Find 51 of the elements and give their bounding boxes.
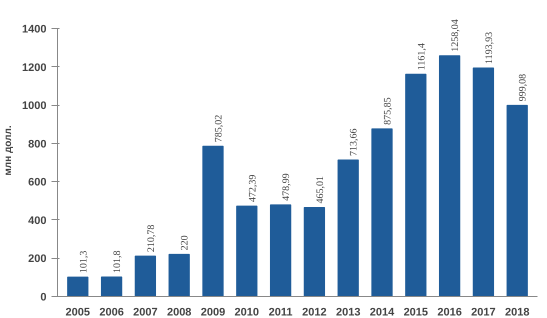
bar (134, 256, 156, 296)
data-label: 101,3 (78, 250, 90, 274)
y-tick-label: 1000 (22, 100, 47, 112)
x-tick-label: 2008 (166, 306, 192, 318)
bar (67, 276, 88, 296)
x-tick-label: 2014 (370, 306, 396, 318)
y-tick-label: 600 (28, 176, 47, 189)
bar (338, 159, 359, 296)
bar (506, 104, 528, 296)
data-label: 999,08 (518, 74, 529, 102)
data-label: 101,8 (112, 250, 124, 274)
x-tick-label: 2005 (66, 306, 90, 318)
y-tick-label: 400 (28, 214, 47, 227)
bar (304, 207, 326, 296)
bar (405, 74, 426, 296)
bar (202, 146, 224, 296)
bar (236, 206, 258, 296)
bar (100, 276, 122, 296)
x-tick-label: 2012 (302, 306, 327, 318)
bar (270, 204, 292, 296)
y-tick-label: 1200 (22, 62, 47, 74)
x-tick-label: 2017 (471, 306, 496, 318)
y-axis-title: млн долл. (3, 125, 14, 176)
x-tick-label: 2018 (504, 306, 530, 318)
bar (438, 55, 460, 296)
x-tick-label: 2016 (437, 306, 462, 318)
data-label: 1193,93 (484, 32, 495, 64)
data-label: 1161,4 (416, 43, 428, 70)
x-tick-label: 2013 (336, 306, 360, 318)
y-tick-label: 1400 (22, 24, 47, 36)
data-label: 875,85 (382, 97, 394, 125)
bar (472, 68, 494, 296)
x-tick-label: 2007 (133, 306, 158, 318)
x-tick-label: 2009 (200, 306, 226, 318)
y-tick-label: 200 (28, 253, 47, 266)
y-tick-label: 800 (28, 138, 47, 150)
y-tick-label: 0 (40, 292, 47, 304)
data-label: 478,99 (281, 173, 292, 201)
x-tick-label: 2010 (234, 306, 260, 318)
data-label: 472,39 (247, 174, 258, 202)
x-tick-label: 2015 (404, 306, 428, 318)
data-label: 785,02 (213, 114, 224, 142)
data-label: 713,66 (348, 128, 360, 156)
data-label: 465,01 (314, 176, 326, 204)
data-label: 220 (180, 235, 191, 250)
x-tick-label: 2006 (99, 306, 124, 318)
data-label: 1258,04 (450, 19, 462, 52)
bar (168, 254, 190, 296)
data-label: 210,78 (146, 224, 157, 252)
bar (371, 128, 393, 296)
x-tick-label: 2011 (268, 306, 293, 318)
